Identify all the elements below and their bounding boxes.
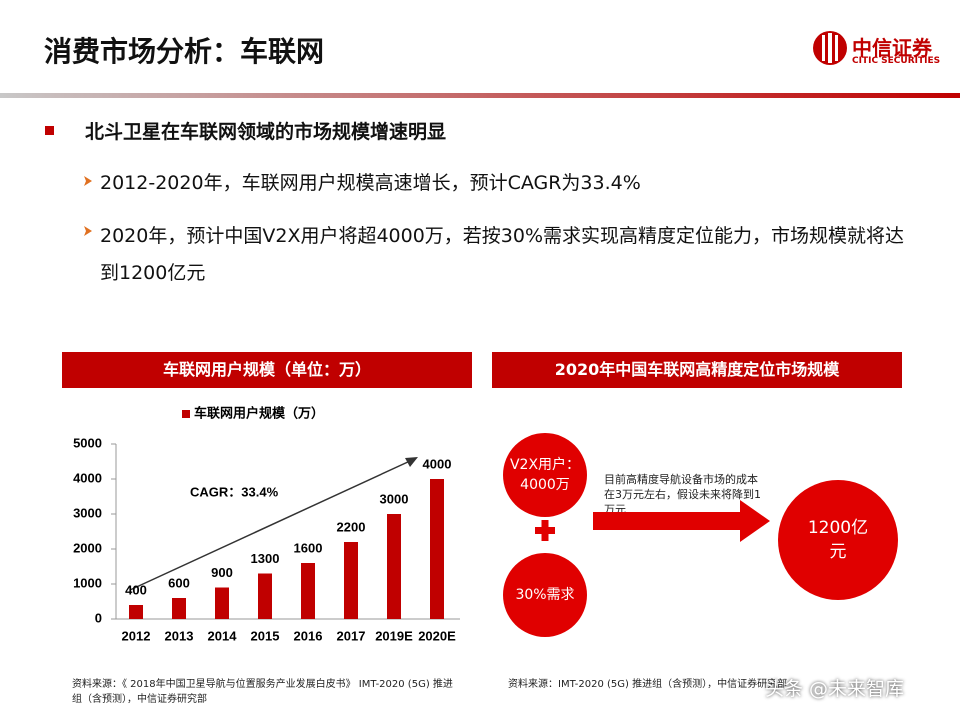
data-label: 600 [168,575,190,590]
logo-mark [813,31,847,65]
main-bullet: 北斗卫星在车联网领域的市场规模增速明显 [85,121,447,143]
watermark: 头条 @未来智库 [765,678,905,700]
source-note: 资料来源：《 2018年中国卫星导航与位置服务产业发展白皮书》 IMT-2020… [72,679,453,705]
y-tick-label: 3000 [73,505,102,520]
data-label: 400 [125,582,147,597]
panel-heading: 车联网用户规模（单位：万） [62,352,472,388]
x-tick-label: 2017 [337,628,366,643]
sub-bullet: 2012-2020年，车联网用户规模高速增长，预计CAGR为33.4% [100,172,641,194]
users-circle: V2X用户：4000万 [503,433,587,517]
result-circle: 1200亿元 [778,480,898,600]
logo-en: CITIC SECURITIES [852,56,941,66]
x-tick-label: 2020E [418,628,456,643]
x-tick-label: 2015 [251,628,280,643]
y-tick-label: 5000 [73,435,102,450]
bar [258,573,272,619]
y-tick-label: 1000 [73,575,102,590]
sub-bullet: 2020年，预计中国V2X用户将超4000万，若按30%需求实现高精度定位能力，… [100,225,905,284]
bar [215,587,229,619]
arrow-text: 目前高精度导航设备市场的成本在3万元左右，假设未来将降到1万元 [604,473,761,516]
trend-arrow [129,460,411,591]
slide-title: 消费市场分析：车联网 [44,35,325,68]
y-tick-label: 0 [95,610,102,625]
bar [387,514,401,619]
x-tick-label: 2019E [375,628,413,643]
bar [344,542,358,619]
bar [172,598,186,619]
header-rule [0,93,960,98]
bullet-square [45,126,54,135]
x-tick-label: 2014 [208,628,238,643]
data-label: 1600 [294,540,323,555]
x-tick-label: 2013 [165,628,194,643]
panel-heading: 2020年中国车联网高精度定位市场规模 [492,352,902,388]
trend-arrowhead [405,457,418,467]
bullet-arrow [84,176,92,186]
source-note: 资料来源：IMT-2020 (5G) 推进组（含预测），中信证券研究部 [508,679,788,690]
data-label: 1300 [251,551,280,566]
bar [129,605,143,619]
y-tick-label: 4000 [73,470,102,485]
y-tick-label: 2000 [73,540,102,555]
bullet-arrow [84,226,92,236]
x-tick-label: 2012 [122,628,151,643]
annotation: CAGR：33.4% [190,484,279,499]
data-label: 2200 [337,519,366,534]
logo-cn: 中信证券 [852,36,932,60]
plus-sign [535,520,555,541]
x-tick-label: 2016 [294,628,323,643]
demand-circle: 30%需求 [503,553,587,637]
legend-label: 车联网用户规模（万） [194,405,324,420]
bar [301,563,315,619]
legend-swatch [182,410,190,418]
data-label: 900 [211,565,233,580]
data-label: 3000 [380,491,409,506]
bar [430,479,444,619]
data-label: 4000 [423,456,452,471]
